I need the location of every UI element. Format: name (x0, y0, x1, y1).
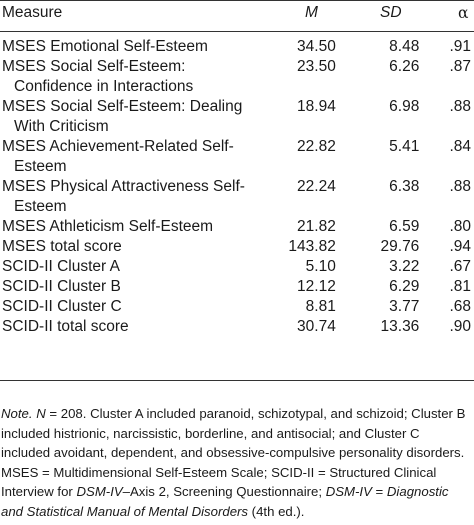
sd-cell: 6.59 (389, 218, 420, 235)
mean-cell: 143.82 (288, 238, 336, 255)
mean-cell: 8.81 (305, 298, 336, 315)
measure-cell: MSES Emotional Self-Esteem (0, 37, 270, 57)
alpha-cell: .84 (449, 138, 471, 155)
table-row: SCID-II total score 30.74 13.36 .90 (0, 317, 474, 337)
mean-cell: 23.50 (297, 58, 336, 75)
table-row: MSES Athleticism Self-Esteem 21.82 6.59 .80 (0, 217, 474, 237)
sd-cell: 8.48 (389, 38, 420, 55)
alpha-cell: .80 (449, 218, 471, 235)
sd-cell: 6.26 (389, 58, 420, 75)
measure-label: MSES Emotional Self-Esteem (2, 38, 208, 55)
measure-label: SCID-II Cluster C (2, 298, 122, 315)
header-mean: M (305, 4, 318, 21)
note-manual: Diagnostic and Statistical Manual of Men… (1, 484, 449, 519)
mean-cell: 18.94 (297, 98, 336, 115)
alpha-cell: .88 (449, 98, 471, 115)
sd-cell: 5.41 (389, 138, 420, 155)
mean-cell: 5.10 (305, 258, 336, 275)
measure-label: MSES Achievement-Related Self- (2, 138, 234, 155)
table-row: MSES Social Self-Esteem: Dealing With Cri… (0, 97, 474, 137)
sd-cell: 6.98 (389, 98, 420, 115)
note-text-1: = 208. Cluster A included paranoid, schi… (1, 406, 466, 500)
table-row: MSES Achievement-Related Self- Esteem 22.8… (0, 137, 474, 177)
top-rule (0, 0, 474, 1)
measure-label: MSES Social Self-Esteem: Dealing (2, 98, 243, 115)
measure-label-continued: With Criticism (14, 118, 109, 135)
mean-cell: 34.50 (297, 38, 336, 55)
sd-cell: 6.38 (389, 178, 420, 195)
note-label: Note. (1, 406, 33, 421)
mean-cell: 21.82 (297, 218, 336, 235)
table-row: MSES Physical Attractiveness Self- Esteem… (0, 177, 474, 217)
measure-label: MSES Social Self-Esteem: (2, 58, 186, 75)
measure-label-continued: Confidence in Interactions (14, 78, 194, 95)
alpha-cell: .87 (449, 58, 471, 75)
table-row: MSES Emotional Self-Esteem 34.50 8.48 .91 (0, 37, 474, 57)
mean-cell: 22.24 (297, 178, 336, 195)
measure-cell: MSES Social Self-Esteem: Dealing With Cri… (0, 97, 270, 137)
mean-cell: 12.12 (297, 278, 336, 295)
mean-cell: 22.82 (297, 138, 336, 155)
measure-cell: MSES Achievement-Related Self- Esteem (0, 137, 270, 177)
measure-label: MSES total score (2, 238, 122, 255)
sd-cell: 29.76 (380, 238, 420, 255)
measure-label: MSES Physical Attractiveness Self- (2, 178, 245, 195)
measure-label: SCID-II Cluster A (2, 258, 120, 275)
alpha-cell: .90 (449, 318, 471, 335)
measure-label: SCID-II total score (2, 318, 129, 335)
measure-label: MSES Athleticism Self-Esteem (2, 218, 214, 235)
sd-cell: 3.77 (389, 298, 420, 315)
alpha-cell: .67 (449, 258, 471, 275)
measure-label-continued: Esteem (14, 158, 67, 175)
header-rule (0, 31, 474, 32)
header-alpha: α (458, 4, 469, 22)
table-row: SCID-II Cluster A 5.10 3.22 .67 (0, 257, 474, 277)
table-row: MSES Social Self-Esteem: Confidence in In… (0, 57, 474, 97)
measure-cell: MSES Athleticism Self-Esteem (0, 217, 270, 237)
statistics-table: MSES Emotional Self-Esteem 34.50 8.48.91 MS… (0, 37, 474, 337)
measure-label: SCID-II Cluster B (2, 278, 121, 295)
measure-cell: MSES total score (0, 237, 270, 257)
sd-cell: 13.36 (380, 318, 420, 335)
note-text-3: = (371, 484, 387, 500)
table-row: SCID-II Cluster B 12.12 6.29 .81 (0, 277, 474, 297)
note-dsm-iv: DSM-IV (76, 484, 123, 500)
table-row: SCID-II Cluster C 8.81 3.77 .68 (0, 297, 474, 317)
sd-cell: 6.29 (389, 278, 420, 295)
measure-cell: SCID-II Cluster B (0, 277, 270, 297)
sd-cell: 3.22 (389, 258, 420, 275)
measure-cell: MSES Social Self-Esteem: Confidence in In… (0, 57, 270, 97)
note-n: N (36, 406, 46, 421)
measure-cell: SCID-II total score (0, 317, 270, 337)
measure-cell: MSES Physical Attractiveness Self- Esteem (0, 177, 270, 217)
note-text-2: –Axis 2, Screening Questionnaire; (122, 484, 326, 500)
alpha-cell: .91 (449, 38, 471, 55)
table-note: Note. N = 208. Cluster A included parano… (1, 404, 471, 522)
measure-cell: SCID-II Cluster A (0, 257, 270, 277)
measure-label-continued: Esteem (14, 198, 67, 215)
header-measure: Measure (2, 4, 63, 21)
note-text-4: (4th ed.). (248, 503, 305, 519)
bottom-rule (0, 380, 474, 381)
alpha-cell: .94 (449, 238, 471, 255)
note-dsm-iv-2: DSM-IV (325, 484, 372, 500)
alpha-cell: .68 (449, 298, 471, 315)
alpha-cell: .88 (449, 178, 471, 195)
alpha-cell: .81 (449, 278, 471, 295)
table-row: MSES total score 143.82 29.76 .94 (0, 237, 474, 257)
mean-cell: 30.74 (297, 318, 336, 335)
measure-cell: SCID-II Cluster C (0, 297, 270, 317)
header-sd: SD (380, 4, 402, 21)
